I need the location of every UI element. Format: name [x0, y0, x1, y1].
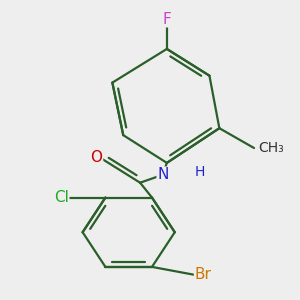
Text: N: N — [157, 167, 169, 182]
Text: O: O — [91, 150, 103, 165]
Text: F: F — [163, 12, 171, 27]
Text: H: H — [194, 165, 205, 179]
Text: Br: Br — [195, 267, 212, 282]
Text: CH₃: CH₃ — [258, 141, 284, 155]
Text: Cl: Cl — [54, 190, 69, 205]
